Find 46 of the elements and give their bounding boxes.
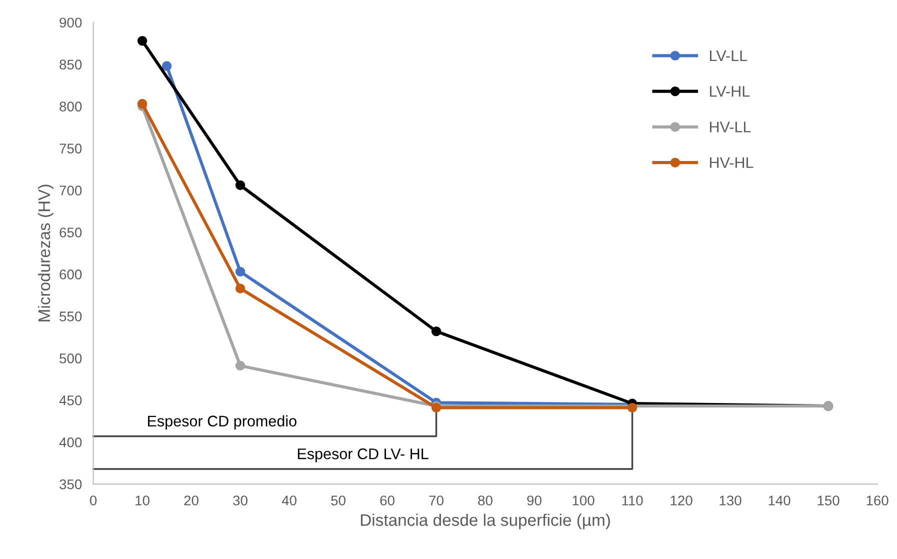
legend-label: LV-HL xyxy=(710,86,750,97)
y-tick-label: 500 xyxy=(60,354,82,364)
point xyxy=(137,36,148,46)
y-tick-label: 600 xyxy=(60,270,82,280)
x-tick-label: 130 xyxy=(720,496,742,506)
point xyxy=(235,360,246,371)
x-tick-label: 0 xyxy=(90,496,97,506)
x-tick-label: 150 xyxy=(818,496,840,506)
x-tick-label: 140 xyxy=(768,496,790,506)
legend-label: HV-HL xyxy=(710,157,754,168)
y-tick-label: 350 xyxy=(60,479,82,490)
x-tick-label: 10 xyxy=(136,496,150,506)
y-tick-label: 900 xyxy=(60,18,82,28)
y-tick-label: 550 xyxy=(60,312,82,322)
point xyxy=(137,98,148,109)
x-tick-label: 100 xyxy=(572,496,594,506)
point xyxy=(431,326,442,336)
x-tick-label: 110 xyxy=(622,496,643,506)
y-tick-label: 700 xyxy=(60,186,82,196)
y-tick-label: 400 xyxy=(59,437,82,448)
point xyxy=(235,266,246,277)
y-tick-label: 850 xyxy=(60,60,82,70)
x-tick-label: 80 xyxy=(478,496,492,506)
y-tick-label: 750 xyxy=(60,144,82,154)
legend-label: LV-LL xyxy=(710,50,748,62)
annotation: Espesor CD promedio xyxy=(148,415,296,430)
point xyxy=(627,402,638,413)
x-tick-label: 160 xyxy=(866,496,888,506)
x-axis-title: Distancia desde la superficie (µm) xyxy=(360,514,610,530)
x-tick-label: 50 xyxy=(331,496,346,506)
point xyxy=(235,284,246,294)
x-tick-label: 90 xyxy=(527,496,542,506)
x-tick-label: 40 xyxy=(282,496,296,506)
x-tick-label: 30 xyxy=(233,496,248,506)
x-tick-label: 70 xyxy=(429,496,444,506)
x-tick-label: 120 xyxy=(670,496,692,506)
y-axis-title: Microdurezas (HV) xyxy=(38,184,54,322)
point xyxy=(162,61,172,71)
legend-label: HV-LL xyxy=(710,122,751,132)
x-tick-label: 60 xyxy=(380,496,394,506)
point xyxy=(235,180,246,190)
y-tick-label: 450 xyxy=(59,395,82,406)
y-tick-label: 800 xyxy=(60,102,82,112)
y-tick-label: 650 xyxy=(60,228,82,238)
annotation: Espesor CD LV- HL xyxy=(298,448,428,462)
x-tick-label: 20 xyxy=(184,496,198,506)
